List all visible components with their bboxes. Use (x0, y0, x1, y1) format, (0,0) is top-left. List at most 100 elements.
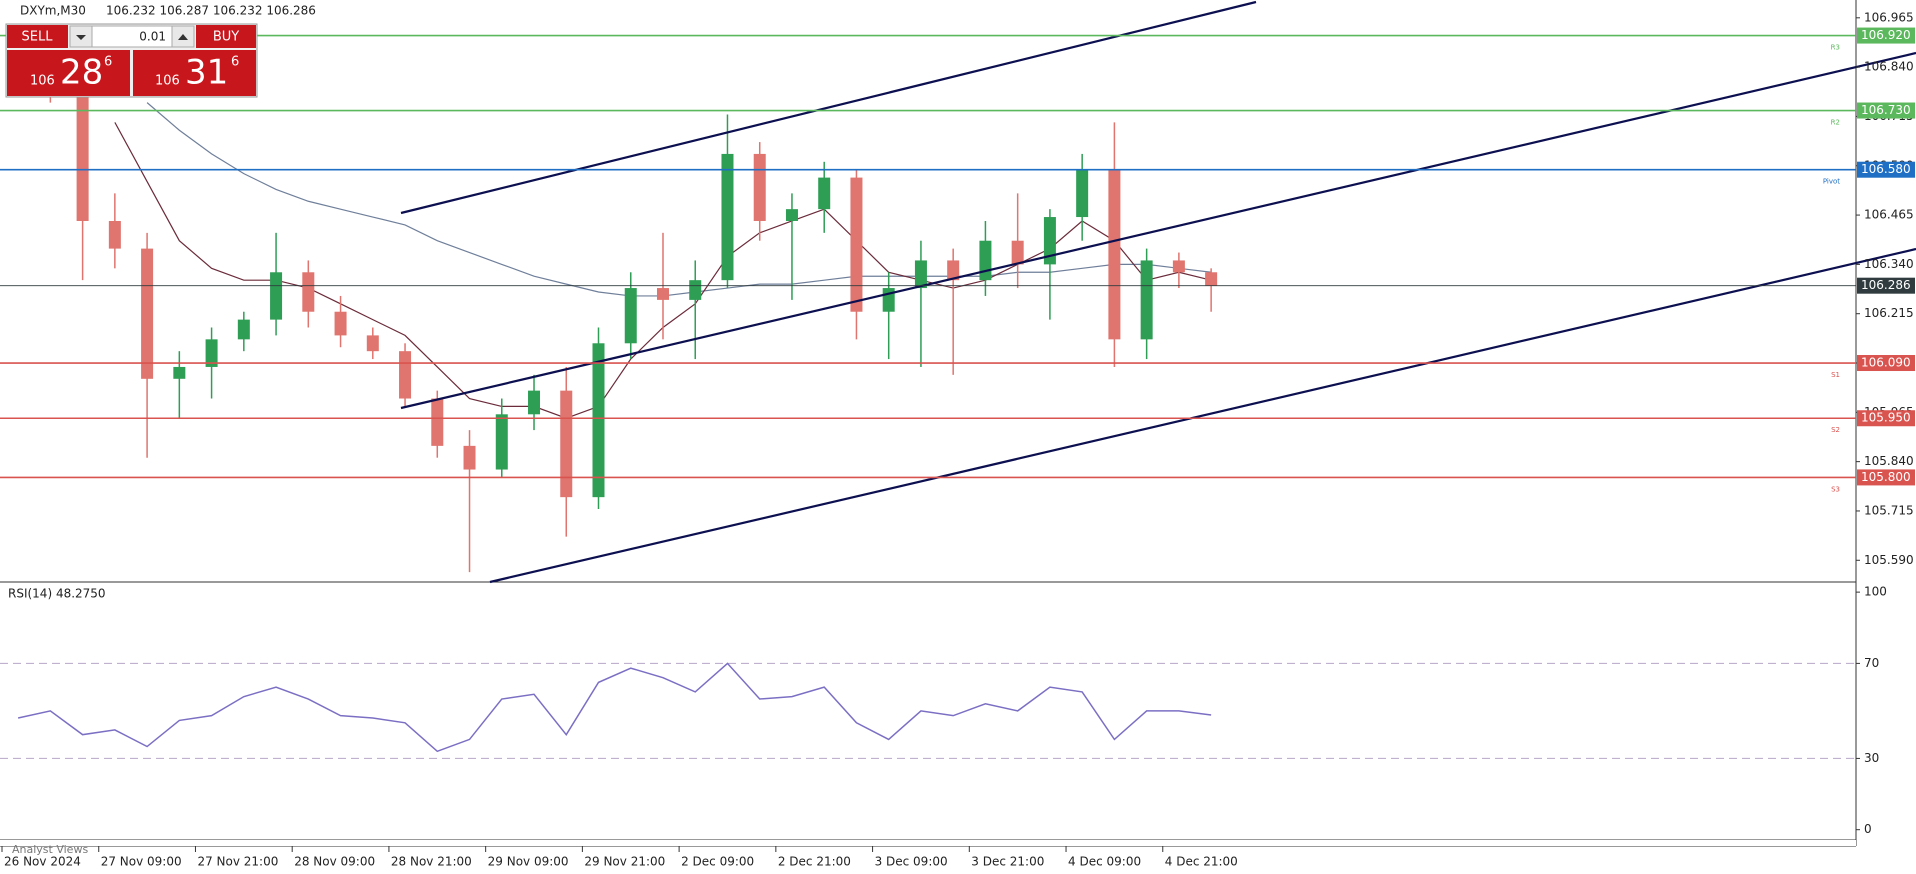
candle-body (1205, 272, 1218, 286)
y-tick-label: 106.215 (1864, 306, 1914, 320)
x-tick-label: 29 Nov 21:00 (584, 855, 665, 869)
candle-body (108, 220, 121, 249)
x-tick-label: 26 Nov 2024 (4, 855, 81, 869)
level-name: Pivot (1823, 178, 1840, 186)
level-label: 106.580 (1861, 162, 1911, 176)
level-label: 106.286 (1861, 278, 1911, 292)
level-label-box (1857, 355, 1915, 372)
x-tick-label: 4 Dec 09:00 (1068, 855, 1141, 869)
x-tick-label: 3 Dec 09:00 (875, 855, 948, 869)
ask-small: 6 (231, 55, 239, 70)
level-name: S3 (1831, 485, 1840, 493)
candle-body (818, 177, 831, 210)
moving-average (146, 102, 1212, 297)
candle-body (173, 366, 186, 379)
sell-label[interactable]: SELL (22, 30, 54, 45)
level-label: 106.730 (1861, 103, 1911, 117)
sell-button[interactable] (7, 25, 68, 48)
candle-body (205, 339, 218, 367)
candle-body (1043, 217, 1056, 265)
candle-body (689, 280, 702, 300)
bid-small: 6 (104, 55, 112, 70)
y-tick-label: 100 (1864, 585, 1887, 599)
candle-body (1076, 169, 1089, 218)
level-label-box (1857, 410, 1915, 427)
candle-body (914, 260, 927, 289)
bid-main: 28 (60, 53, 103, 93)
plot-area (0, 43, 1856, 759)
level-name: R3 (1831, 44, 1840, 52)
candle-body (753, 153, 766, 221)
ask-main: 31 (185, 53, 228, 93)
level-label-box (1857, 161, 1915, 178)
candle-body (592, 343, 605, 498)
buy-label[interactable]: BUY (213, 30, 239, 45)
level-name: R2 (1831, 119, 1840, 127)
arrow-down (76, 35, 86, 40)
candle-body (785, 209, 798, 221)
candle-body (947, 260, 960, 281)
footer-bar (0, 840, 1856, 846)
x-tick-label: 2 Dec 09:00 (681, 855, 754, 869)
x-tick-label: 29 Nov 09:00 (488, 855, 569, 869)
level-label-box (1857, 469, 1915, 486)
trend-line (400, 0, 1257, 215)
x-tick-label: 27 Nov 21:00 (197, 855, 278, 869)
buy-button[interactable] (196, 25, 256, 48)
y-tick-label: 105.840 (1864, 454, 1914, 468)
candle-body (1140, 260, 1153, 340)
bid-box[interactable] (7, 50, 130, 96)
y-tick-label: 105.715 (1864, 503, 1914, 517)
y-tick-label: 106.840 (1864, 60, 1914, 74)
candle-body (495, 414, 508, 470)
candle-body (1011, 240, 1024, 265)
level-label: 105.800 (1861, 470, 1911, 484)
y-tick-label: 106.340 (1864, 257, 1914, 271)
level-label-box (1857, 277, 1915, 294)
candle-body (528, 390, 541, 415)
y-tick-label: 0 (1864, 822, 1872, 836)
rsi-line (17, 662, 1212, 753)
candle-body (656, 288, 669, 300)
x-tick-label: 3 Dec 21:00 (971, 855, 1044, 869)
y-tick-label: 105.590 (1864, 553, 1914, 567)
candle-body (302, 272, 315, 312)
candle-body (76, 90, 89, 221)
arrow-up (178, 34, 188, 40)
candle-body (431, 398, 444, 446)
candle-body (721, 153, 734, 281)
y-tick-label: 30 (1864, 751, 1879, 765)
x-tick-label: 4 Dec 21:00 (1165, 855, 1238, 869)
footer-text: Analyst Views (12, 843, 88, 856)
bid-big: 106 (30, 74, 55, 89)
level-label: 105.950 (1861, 411, 1911, 425)
ohlc: 106.232 106.287 106.232 106.286 (106, 4, 316, 18)
x-tick-label: 2 Dec 21:00 (778, 855, 851, 869)
trade-panel: SELL 0.01 BUY 106 28 6 106 31 6 (5, 23, 258, 98)
candle-body (1172, 260, 1185, 273)
ask-box[interactable] (133, 50, 256, 96)
candle-body (560, 390, 573, 498)
y-tick-label: 70 (1864, 656, 1879, 670)
rsi-title: RSI(14) 48.2750 (8, 587, 106, 601)
candle-body (399, 351, 412, 399)
lot-value[interactable]: 0.01 (139, 30, 166, 44)
y-tick-label: 106.465 (1864, 208, 1914, 222)
candle-body (979, 240, 992, 281)
trend-line (489, 247, 1916, 584)
symbol: DXYm,M30 (20, 4, 86, 18)
candle-body (463, 445, 476, 470)
level-label: 106.920 (1861, 28, 1911, 42)
level-name: S1 (1831, 371, 1840, 379)
y-tick-label: 106.965 (1864, 10, 1914, 24)
level-label-box (1857, 27, 1915, 44)
x-tick-label: 27 Nov 09:00 (101, 855, 182, 869)
level-label: 106.090 (1861, 356, 1911, 370)
candle-body (624, 288, 637, 344)
candle-body (366, 335, 379, 352)
level-name: S2 (1831, 426, 1840, 434)
trend-line (400, 51, 1916, 410)
